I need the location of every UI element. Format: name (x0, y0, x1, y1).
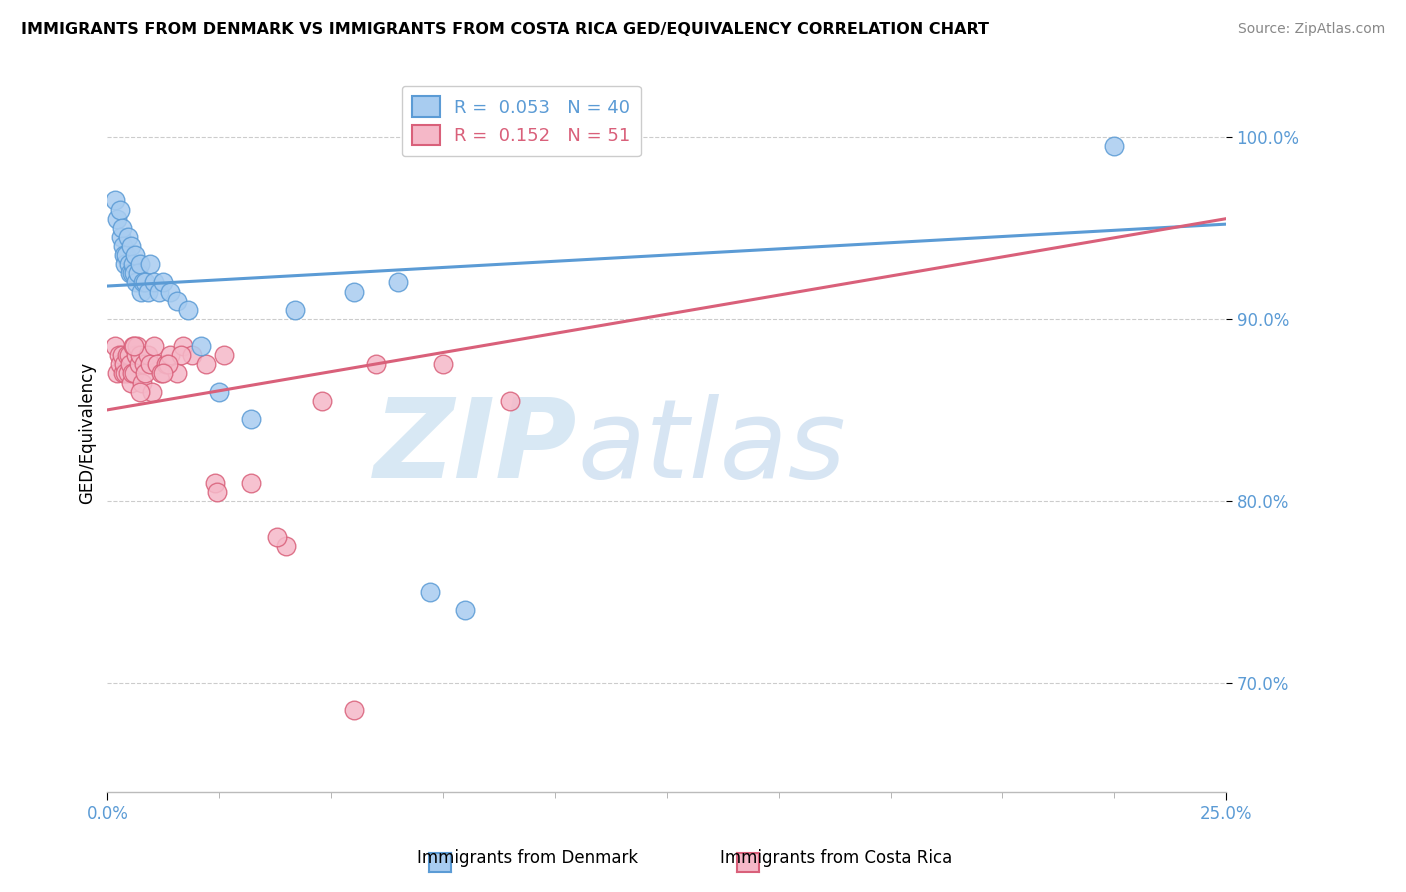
Point (159, 348, 181, 362)
Y-axis label: GED/Equivalency: GED/Equivalency (79, 361, 96, 504)
Point (166, 367, 188, 381)
Point (107, 348, 129, 362)
Point (172, 339, 194, 353)
Point (143, 339, 166, 353)
Point (115, 348, 138, 362)
Point (150, 367, 173, 381)
Point (419, 585, 441, 599)
Point (118, 266, 141, 280)
Point (118, 348, 141, 362)
Point (145, 357, 167, 371)
Point (105, 211, 128, 226)
Point (129, 348, 152, 362)
Point (117, 230, 139, 244)
Point (159, 285, 181, 299)
Point (152, 367, 174, 381)
Point (152, 276, 174, 290)
Point (181, 348, 204, 362)
Point (111, 348, 134, 362)
Point (143, 276, 166, 290)
Point (120, 239, 142, 253)
Point (156, 357, 179, 371)
Point (112, 357, 135, 371)
Point (121, 367, 143, 381)
Point (311, 393, 333, 408)
Point (122, 339, 145, 353)
Text: ZIP: ZIP (374, 393, 578, 500)
Point (208, 384, 231, 399)
Point (132, 357, 155, 371)
Point (108, 202, 131, 217)
Point (112, 248, 135, 262)
Point (129, 285, 152, 299)
Point (148, 285, 170, 299)
Point (108, 357, 131, 371)
Point (284, 302, 307, 317)
Point (112, 367, 135, 381)
Point (136, 348, 159, 362)
Point (114, 367, 136, 381)
Point (134, 367, 156, 381)
Point (205, 484, 228, 499)
Point (177, 302, 200, 317)
Point (125, 339, 148, 353)
Point (127, 266, 149, 280)
Point (364, 357, 387, 371)
Point (104, 339, 127, 353)
Point (239, 412, 262, 426)
Point (499, 393, 522, 408)
Point (115, 248, 138, 262)
Point (122, 367, 145, 381)
Point (131, 376, 153, 390)
Point (204, 475, 226, 490)
Point (239, 475, 262, 490)
Point (120, 376, 142, 390)
Point (166, 293, 188, 308)
Point (128, 357, 150, 371)
Point (112, 239, 135, 253)
Point (266, 530, 288, 544)
Point (212, 348, 235, 362)
Text: Immigrants from Denmark: Immigrants from Denmark (416, 849, 638, 867)
Point (114, 257, 136, 271)
Text: atlas: atlas (578, 393, 846, 500)
Text: Immigrants from Costa Rica: Immigrants from Costa Rica (720, 849, 953, 867)
Text: Source: ZipAtlas.com: Source: ZipAtlas.com (1237, 22, 1385, 37)
Point (125, 276, 148, 290)
Point (194, 357, 217, 371)
Point (1104, 138, 1126, 153)
Point (454, 603, 477, 617)
Point (432, 357, 454, 371)
Point (122, 266, 145, 280)
Point (190, 339, 212, 353)
Point (104, 194, 127, 208)
Point (134, 276, 156, 290)
Point (122, 339, 145, 353)
Point (122, 257, 145, 271)
Point (121, 266, 143, 280)
Point (128, 384, 150, 399)
Point (342, 703, 364, 717)
Point (124, 248, 146, 262)
Point (136, 285, 159, 299)
Point (139, 357, 162, 371)
Point (170, 348, 193, 362)
Point (110, 230, 132, 244)
Point (128, 257, 150, 271)
Point (276, 540, 298, 554)
Point (132, 276, 155, 290)
Legend: R =  0.053   N = 40, R =  0.152   N = 51: R = 0.053 N = 40, R = 0.152 N = 51 (402, 86, 641, 156)
Point (118, 357, 141, 371)
Point (141, 384, 163, 399)
Point (124, 348, 146, 362)
Point (387, 276, 409, 290)
Point (118, 257, 141, 271)
Point (139, 257, 162, 271)
Point (105, 367, 128, 381)
Point (117, 367, 139, 381)
Text: IMMIGRANTS FROM DENMARK VS IMMIGRANTS FROM COSTA RICA GED/EQUIVALENCY CORRELATIO: IMMIGRANTS FROM DENMARK VS IMMIGRANTS FR… (21, 22, 988, 37)
Point (342, 285, 364, 299)
Point (111, 220, 134, 235)
Point (155, 357, 177, 371)
